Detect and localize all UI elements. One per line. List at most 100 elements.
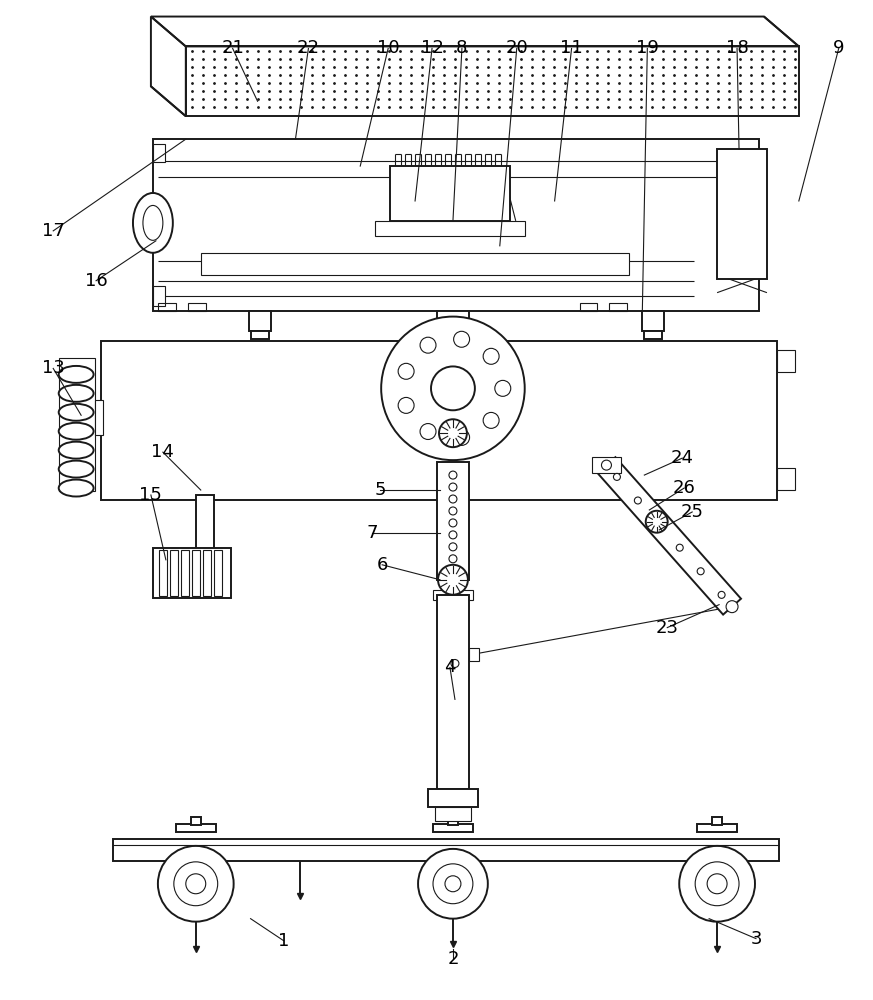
Circle shape <box>186 874 206 894</box>
Bar <box>644 331 663 339</box>
Circle shape <box>398 363 414 379</box>
Circle shape <box>454 429 470 445</box>
Ellipse shape <box>58 480 93 497</box>
Circle shape <box>449 495 457 503</box>
Bar <box>214 550 222 596</box>
Ellipse shape <box>58 442 93 459</box>
Bar <box>191 817 201 825</box>
Bar <box>186 46 799 116</box>
Text: 14: 14 <box>151 443 175 461</box>
Bar <box>433 824 473 832</box>
Bar <box>188 303 206 311</box>
Text: 13: 13 <box>42 359 65 377</box>
Text: 19: 19 <box>636 39 659 57</box>
Bar <box>698 824 737 832</box>
Circle shape <box>698 568 705 575</box>
Bar <box>249 311 271 331</box>
Circle shape <box>449 483 457 491</box>
Text: 4: 4 <box>444 658 456 676</box>
Text: 15: 15 <box>140 486 162 504</box>
Bar <box>153 286 165 306</box>
Text: 18: 18 <box>725 39 748 57</box>
Bar <box>113 839 779 861</box>
Ellipse shape <box>58 423 93 440</box>
Bar <box>95 400 103 435</box>
Bar <box>469 648 479 661</box>
Circle shape <box>418 849 488 919</box>
Bar <box>390 166 510 221</box>
Bar <box>201 253 629 275</box>
Bar <box>437 462 469 580</box>
Text: 16: 16 <box>85 272 107 290</box>
Text: 3: 3 <box>750 930 762 948</box>
Polygon shape <box>597 457 741 615</box>
Circle shape <box>646 511 668 533</box>
Circle shape <box>495 380 511 396</box>
Ellipse shape <box>58 385 93 402</box>
Text: 7: 7 <box>367 524 378 542</box>
Circle shape <box>454 331 470 347</box>
Bar <box>609 303 628 311</box>
Text: 9: 9 <box>833 39 844 57</box>
Bar <box>251 331 269 339</box>
Text: 8: 8 <box>457 39 468 57</box>
Circle shape <box>483 348 499 364</box>
Text: 1: 1 <box>278 932 289 950</box>
Circle shape <box>382 317 525 460</box>
Circle shape <box>431 366 475 410</box>
Circle shape <box>420 424 436 439</box>
Circle shape <box>398 397 414 413</box>
Circle shape <box>635 497 642 504</box>
Bar <box>101 341 777 500</box>
Circle shape <box>726 601 738 613</box>
Bar <box>448 817 458 825</box>
Circle shape <box>718 591 725 598</box>
Bar <box>433 590 473 600</box>
Circle shape <box>174 862 217 906</box>
Bar <box>170 550 178 596</box>
Circle shape <box>449 507 457 515</box>
Text: 22: 22 <box>297 39 320 57</box>
Bar <box>375 221 525 236</box>
Bar <box>153 144 165 162</box>
Ellipse shape <box>58 461 93 478</box>
Bar <box>717 149 767 279</box>
Bar <box>192 550 200 596</box>
Bar <box>181 550 189 596</box>
Bar <box>592 457 622 473</box>
Circle shape <box>449 543 457 551</box>
Circle shape <box>695 862 739 906</box>
Text: 17: 17 <box>42 222 65 240</box>
Circle shape <box>439 419 467 447</box>
Text: 10: 10 <box>377 39 400 57</box>
Circle shape <box>433 864 473 904</box>
Bar <box>437 595 469 789</box>
Ellipse shape <box>58 404 93 421</box>
Text: 2: 2 <box>447 950 458 968</box>
Bar <box>777 468 794 490</box>
Ellipse shape <box>58 366 93 383</box>
Text: 11: 11 <box>560 39 583 57</box>
Text: 20: 20 <box>505 39 528 57</box>
Text: 21: 21 <box>221 39 244 57</box>
Bar <box>435 807 471 821</box>
Circle shape <box>656 521 663 528</box>
Circle shape <box>451 659 459 667</box>
Text: 6: 6 <box>376 556 388 574</box>
Circle shape <box>158 846 234 922</box>
Circle shape <box>614 473 621 480</box>
Bar <box>153 548 230 598</box>
Circle shape <box>483 412 499 428</box>
Bar <box>455 861 465 881</box>
Text: 12: 12 <box>421 39 443 57</box>
Circle shape <box>601 460 611 470</box>
Text: 23: 23 <box>656 619 679 637</box>
Circle shape <box>445 876 461 892</box>
Circle shape <box>677 544 684 551</box>
Circle shape <box>438 565 468 595</box>
Bar <box>777 350 794 372</box>
Bar <box>441 861 451 881</box>
Bar <box>175 824 216 832</box>
Bar <box>428 789 478 807</box>
Circle shape <box>449 555 457 563</box>
